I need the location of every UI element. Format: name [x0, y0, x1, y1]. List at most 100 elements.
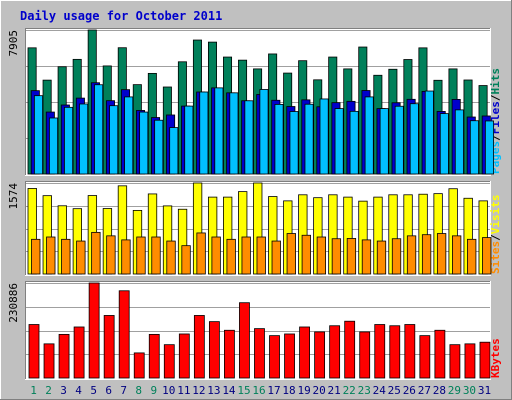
bar-sites-day-30 — [467, 238, 477, 275]
day-label-20: 20 — [313, 384, 326, 397]
day-label-26: 26 — [403, 384, 416, 397]
bar-kbytes-day-13 — [208, 321, 220, 379]
bar-pages-day-5 — [94, 84, 104, 175]
bar-kbytes-day-9 — [148, 333, 160, 379]
y-max-label: 230886 — [7, 283, 20, 323]
bar-sites-day-12 — [196, 232, 206, 275]
bar-sites-day-31 — [482, 237, 492, 275]
bar-pages-day-19 — [304, 103, 314, 175]
bar-kbytes-day-20 — [314, 331, 326, 379]
legend-visits: Visits — [489, 195, 502, 235]
panel-kbytes: 230886 KBytes — [7, 281, 502, 380]
bar-kbytes-day-23 — [359, 331, 371, 379]
day-label-11: 11 — [177, 384, 190, 397]
bar-sites-day-29 — [451, 235, 462, 275]
bar-pages-day-25 — [394, 105, 404, 175]
bar-kbytes-day-6 — [103, 315, 115, 379]
bar-sites-day-15 — [241, 236, 251, 275]
bar-sites-day-21 — [331, 238, 342, 275]
bar-kbytes-day-8 — [133, 352, 145, 379]
bar-pages-day-1 — [34, 95, 44, 175]
bar-sites-day-7 — [121, 239, 131, 275]
bar-kbytes-day-12 — [193, 315, 205, 379]
bar-kbytes-day-14 — [224, 329, 235, 379]
day-label-24: 24 — [373, 384, 387, 397]
bar-sites-day-19 — [301, 234, 311, 275]
y-max-label: 1574 — [7, 183, 20, 210]
day-label-31: 31 — [478, 384, 491, 397]
day-label-29: 29 — [448, 384, 461, 397]
bar-pages-day-23 — [364, 96, 374, 175]
bar-sites-day-3 — [61, 238, 71, 275]
day-label-27: 27 — [418, 384, 431, 397]
bar-sites-day-23 — [361, 239, 372, 275]
bar-pages-day-9 — [154, 119, 164, 175]
day-label-15: 15 — [237, 384, 250, 397]
bar-pages-day-10 — [169, 127, 179, 175]
legend-separator: / — [489, 94, 502, 101]
bar-sites-day-5 — [91, 231, 101, 275]
bar-sites-day-22 — [346, 238, 357, 275]
day-label-17: 17 — [267, 384, 280, 397]
bar-pages-day-28 — [439, 113, 449, 175]
bar-pages-day-18 — [289, 111, 299, 175]
bar-kbytes-day-11 — [178, 333, 190, 379]
bar-sites-day-10 — [166, 240, 176, 275]
bar-sites-day-1 — [31, 238, 41, 275]
bar-kbytes-day-4 — [73, 326, 85, 379]
bar-pages-day-31 — [484, 120, 494, 175]
day-label-6: 6 — [105, 384, 112, 397]
bar-pages-day-6 — [109, 105, 119, 175]
bar-kbytes-day-7 — [118, 290, 130, 379]
day-label-1: 1 — [30, 384, 37, 397]
bar-kbytes-day-26 — [404, 324, 416, 379]
bar-pages-day-15 — [244, 100, 254, 175]
bar-sites-day-13 — [211, 236, 221, 275]
day-label-16: 16 — [252, 384, 265, 397]
bar-kbytes-day-19 — [299, 326, 310, 379]
day-label-7: 7 — [120, 384, 127, 397]
bar-kbytes-day-2 — [43, 343, 55, 379]
bar-sites-day-8 — [136, 236, 146, 275]
bar-pages-day-3 — [64, 106, 74, 175]
day-label-2: 2 — [45, 384, 52, 397]
bar-pages-day-30 — [469, 120, 479, 175]
day-label-12: 12 — [192, 384, 205, 397]
day-label-4: 4 — [75, 384, 82, 397]
chart-title: Daily usage for October 2011 — [20, 9, 222, 23]
bar-sites-day-2 — [46, 236, 56, 275]
bar-pages-day-17 — [274, 104, 284, 175]
bar-sites-day-4 — [76, 240, 86, 275]
bar-pages-day-12 — [199, 91, 209, 175]
bar-pages-day-24 — [379, 108, 389, 175]
day-labels: 1 2 3 4 5 6 7 8 9 10 11 12 13 14 15 16 17 18 19 20 21 22 23 24 2… — [30, 384, 491, 397]
day-label-19: 19 — [297, 384, 310, 397]
day-label-23: 23 — [358, 384, 371, 397]
bar-pages-day-13 — [214, 87, 224, 175]
day-label-9: 9 — [150, 384, 157, 397]
bar-pages-day-22 — [349, 110, 359, 175]
bar-kbytes-day-3 — [58, 333, 70, 379]
bar-sites-day-25 — [391, 238, 402, 275]
legend-separator: / — [489, 134, 502, 141]
day-label-14: 14 — [222, 384, 236, 397]
day-label-28: 28 — [433, 384, 446, 397]
bar-kbytes-day-10 — [163, 344, 175, 379]
bar-pages-day-2 — [49, 117, 59, 175]
day-label-25: 25 — [388, 384, 401, 397]
day-label-30: 30 — [463, 384, 476, 397]
bar-kbytes-day-31 — [479, 341, 491, 379]
bar-kbytes-day-21 — [329, 325, 341, 379]
bar-sites-day-24 — [376, 240, 387, 275]
bar-kbytes-day-29 — [449, 344, 461, 379]
bar-kbytes-day-30 — [464, 343, 476, 379]
panel-visits-sites: 1574 Sites/Visits — [7, 181, 502, 276]
chart-panels: 7905Pages/Files/Hits1574Sites/Visits2308… — [7, 28, 502, 380]
bar-kbytes-day-24 — [374, 324, 386, 379]
bar-sites-day-28 — [436, 233, 447, 275]
bar-kbytes-day-15 — [239, 302, 250, 379]
bar-sites-day-16 — [256, 236, 266, 275]
